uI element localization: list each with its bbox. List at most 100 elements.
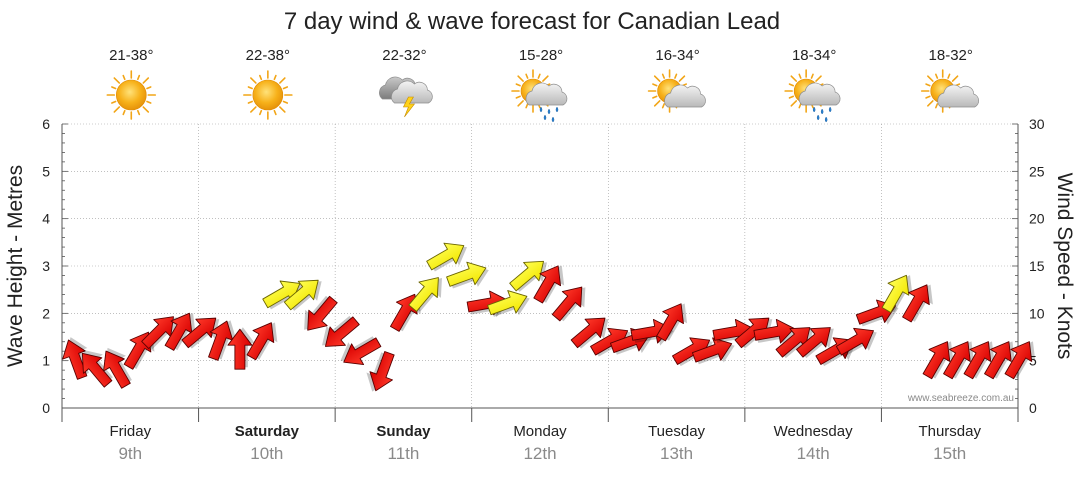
rain-drop [555,106,559,113]
wind-arrow-body [307,295,338,331]
wind-arrow-body [922,341,951,380]
wind-arrow-body [775,327,811,358]
wind-arrow [533,265,565,304]
wind-arrow [181,317,220,349]
temperature-range: 18-32° [929,47,973,64]
temperature-range: 22-38° [246,47,290,64]
day-header: 22-32° [379,47,433,118]
sun-ray [517,100,524,107]
left-tick-label: 5 [42,163,50,179]
sun-cloud-rain-icon [784,69,841,123]
date-label: 12th [523,444,556,463]
sun-ray [282,100,289,104]
temperature-range: 15-28° [519,47,563,64]
sun-ray [113,77,121,84]
sun-ray [951,75,959,82]
sun-ray [136,74,141,81]
sun-ray [674,73,678,79]
right-axis-title: Wind Speed - Knots [1053,173,1076,360]
wind-arrow [943,341,974,380]
wind-arrow [570,317,609,349]
wind-arrow [304,295,338,331]
wind-arrow-body [325,316,360,347]
left-tick-label: 6 [42,116,50,132]
sun-ray [947,73,951,79]
wind-arrow [984,341,1015,380]
wind-arrow-body [691,337,733,363]
wind-arrow [775,327,814,359]
sunny-icon [243,70,293,120]
sun-ray [247,86,253,90]
temperature-range: 18-34° [792,47,836,64]
sun-ray [652,83,658,87]
sun-ray [111,100,117,104]
sun-ray [927,100,934,107]
sun-ray [678,75,686,82]
day-header: 15-28° [511,47,568,123]
day-header: 18-34° [784,47,841,123]
watermark: www.seabreeze.com.au [907,393,1014,404]
right-axis-ticks: 0 5 10 15 20 25 30 [1029,116,1045,416]
sun-ray [515,83,521,87]
wind-arrow [656,303,688,342]
left-axis-ticks: 0 1 2 3 4 5 6 [42,116,50,416]
sun-ray [142,77,150,84]
wind-arrow-body [881,274,910,313]
rain-drop [551,116,555,123]
wind-arrow [835,327,877,357]
sun-ray [273,109,277,116]
wind-arrow-body [753,318,795,344]
day-label: Wednesday [774,423,853,440]
partly-cloudy-icon [920,69,980,113]
rain-drop [547,108,551,115]
right-tick-label: 5 [1029,353,1037,369]
left-tick-label: 3 [42,258,50,274]
sun-ray [279,77,286,84]
date-label: 13th [660,444,693,463]
wind-arrow [426,242,468,272]
rain-drop [543,114,547,121]
sun-ray [259,109,263,116]
wind-arrow-body [533,265,562,304]
wind-arrow [796,327,834,359]
lightning-bolt [402,96,416,118]
wind-arrow-body [343,337,382,366]
wind-arrow-body [181,317,217,349]
sun-ray [790,75,798,82]
date-label: 9th [118,444,142,463]
partly-cloudy-icon [647,69,706,113]
left-axis-title: Wave Height - Metres [4,165,27,367]
sun-ray [815,75,822,82]
day-label: Tuesday [648,423,705,440]
rain-drop [816,114,820,121]
wind-arrow [103,347,132,389]
wind-arrow [81,349,113,388]
wind-arrow-body [369,351,395,392]
wind-arrow-body [570,317,606,349]
sun-ray [136,109,141,116]
day-header: 16-34° [647,47,706,113]
wind-arrow-body [902,284,930,323]
wind-arrow [208,320,237,361]
sun-ray [247,100,253,104]
sun-ray [653,75,661,82]
wind-arrow-body [446,261,487,287]
sun-ray [788,83,795,87]
sun-ray [273,74,277,81]
wind-arrow [141,316,178,350]
cloud-shape [525,82,568,106]
axes [61,123,1019,422]
wind-arrow [881,274,913,313]
sun-ray [652,95,658,99]
sun-ray [515,95,521,99]
sun-ray [517,75,524,82]
wind-arrow [366,351,395,392]
right-tick-label: 10 [1029,305,1045,321]
date-label: 10th [250,444,283,463]
sun-ray [788,95,795,99]
wind-arrow [246,322,278,361]
wind-arrow-body [551,286,583,322]
wind-arrow [922,341,954,380]
sun-ray [542,75,549,82]
wind-arrow [487,290,530,317]
